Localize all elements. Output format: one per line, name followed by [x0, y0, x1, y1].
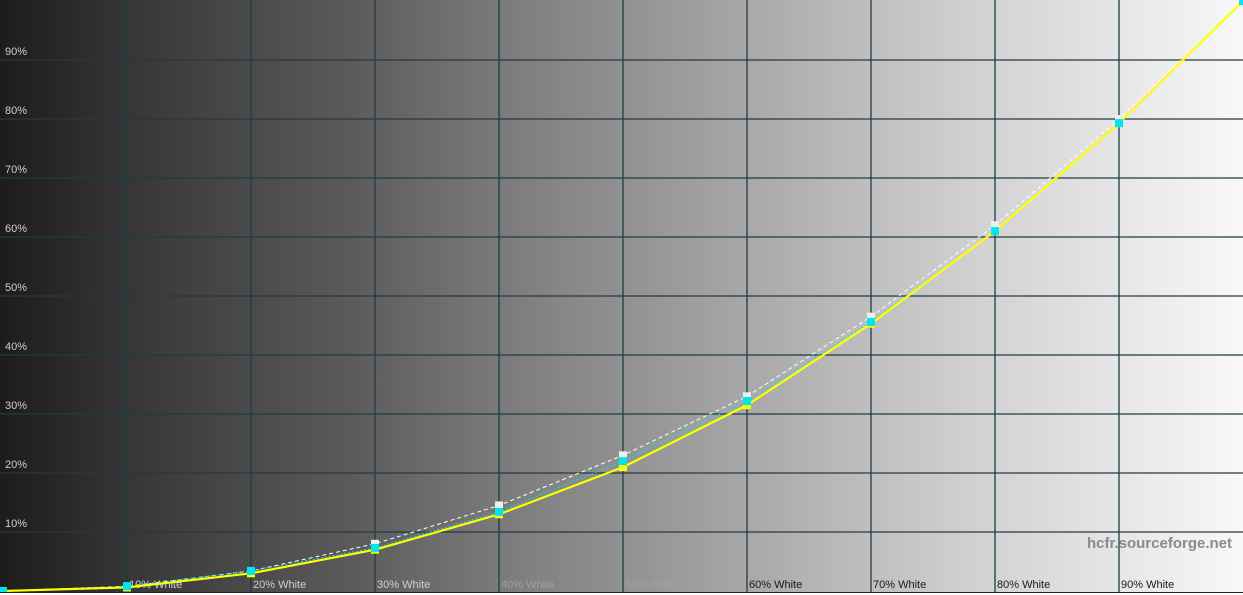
x-tick-label: 90% White	[1121, 579, 1174, 591]
reference-marker	[371, 539, 379, 548]
measured-marker	[371, 543, 379, 552]
y-tick-label: 50%	[5, 282, 27, 294]
y-tick-label: 10%	[5, 518, 27, 530]
measured-marker	[123, 582, 131, 591]
reference-marker	[743, 392, 751, 401]
measured-marker	[247, 566, 255, 575]
measured-marker	[1239, 0, 1243, 5]
x-tick-label: 60% White	[749, 579, 802, 591]
measured-marker	[0, 587, 7, 592]
bottom-strip	[0, 592, 1243, 595]
measured-marker	[495, 507, 503, 516]
watermark: hcfr.sourceforge.net	[1087, 535, 1232, 552]
measured-marker	[867, 317, 875, 326]
luminance-marker	[743, 402, 751, 410]
y-tick-label: 40%	[5, 341, 27, 353]
x-tick-label: 20% White	[253, 579, 306, 591]
y-tick-label: 70%	[5, 164, 27, 176]
reference-marker	[1115, 115, 1123, 123]
reference-marker	[495, 501, 503, 510]
measured-marker	[1115, 119, 1123, 128]
y-tick-label: 90%	[5, 46, 27, 58]
luminance-marker	[619, 464, 627, 472]
reference-marker	[619, 451, 627, 460]
y-tick-label: 80%	[5, 105, 27, 117]
reference-marker	[867, 312, 875, 321]
x-tick-label: 80% White	[997, 579, 1050, 591]
measured-marker	[991, 227, 999, 236]
x-tick-label: 50% White	[625, 579, 678, 591]
reference-marker	[991, 221, 999, 230]
y-tick-label: 30%	[5, 400, 27, 412]
x-tick-label: 40% White	[501, 579, 554, 591]
measured-marker	[743, 397, 751, 406]
x-tick-label: 70% White	[873, 579, 926, 591]
x-tick-label: 30% White	[377, 579, 430, 591]
measured-marker	[619, 457, 627, 466]
y-tick-label: 60%	[5, 223, 27, 235]
y-tick-label: 20%	[5, 459, 27, 471]
